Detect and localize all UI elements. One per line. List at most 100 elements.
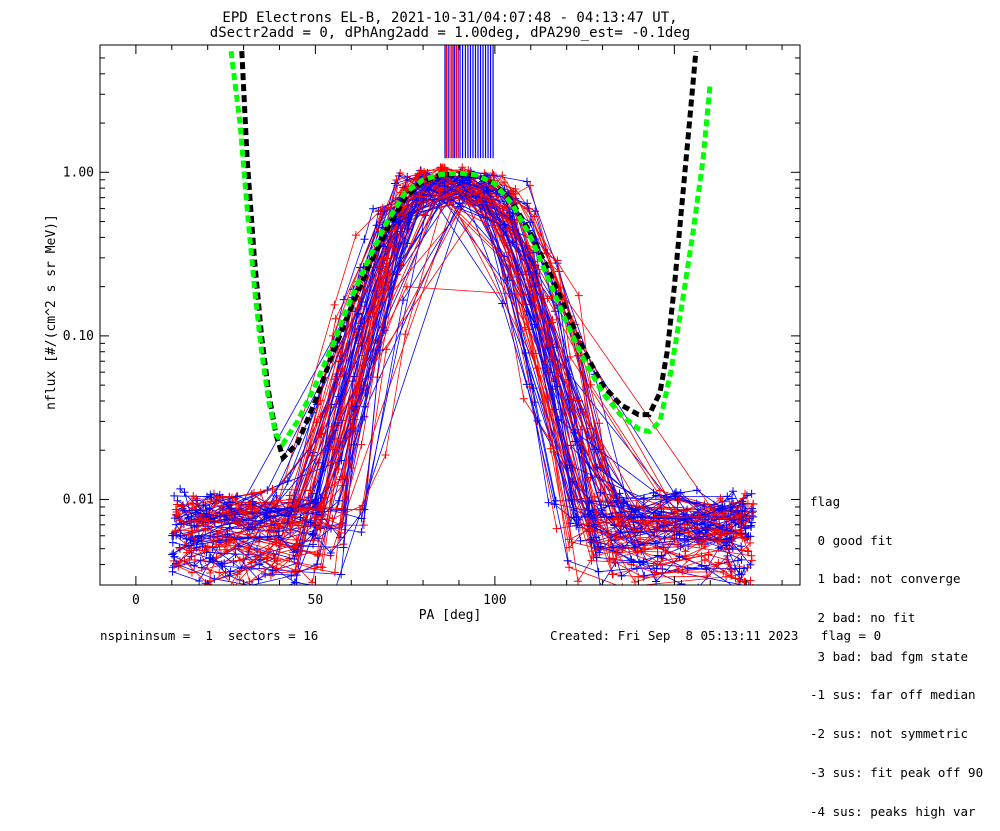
data-point: [180, 506, 189, 515]
data-point: [526, 249, 535, 258]
data-point: [632, 564, 641, 573]
data-point: [549, 447, 558, 456]
data-point: [262, 512, 271, 521]
data-point: [576, 536, 585, 545]
data-point: [331, 375, 340, 384]
data-point: [747, 556, 756, 565]
data-point: [286, 495, 295, 504]
data-point: [178, 502, 187, 511]
data-point: [519, 394, 528, 403]
data-point: [722, 555, 731, 564]
data-point: [617, 571, 626, 580]
data-point: [596, 488, 605, 497]
data-point: [271, 517, 280, 526]
data-point: [650, 512, 659, 521]
data-trace: [199, 180, 742, 527]
data-point: [316, 493, 325, 502]
x-axis-label: PA [deg]: [419, 608, 482, 623]
data-point: [176, 556, 185, 565]
data-point: [275, 527, 284, 536]
data-point: [717, 504, 726, 513]
data-point: [190, 522, 199, 531]
data-point: [330, 300, 339, 309]
data-point: [336, 349, 345, 358]
data-point: [657, 551, 666, 560]
data-point: [631, 505, 640, 514]
data-point: [290, 555, 299, 564]
data-point: [609, 570, 618, 579]
data-point: [256, 488, 265, 497]
data-point: [566, 519, 575, 528]
data-point: [235, 566, 244, 575]
data-point: [227, 534, 236, 543]
data-point: [171, 526, 180, 535]
data-point: [572, 521, 581, 530]
data-point: [566, 394, 575, 403]
data-point: [436, 163, 445, 172]
data-trace: [194, 180, 754, 534]
data-point: [253, 553, 262, 562]
data-point: [193, 496, 202, 505]
data-point: [595, 419, 604, 428]
data-point: [170, 561, 179, 570]
legend-item: 0 good fit: [810, 532, 893, 548]
data-point: [191, 508, 200, 517]
data-point: [326, 549, 335, 558]
data-point: [702, 572, 711, 581]
data-point: [415, 192, 424, 201]
data-point: [511, 184, 520, 193]
data-point: [273, 507, 282, 516]
fit-curves: [228, 50, 713, 463]
data-point: [313, 550, 322, 559]
y-tick-label: 0.01: [63, 492, 94, 507]
data-trace: [197, 176, 747, 542]
data-point: [739, 499, 748, 508]
data-point: [587, 506, 596, 515]
data-point: [552, 524, 561, 533]
data-point: [675, 529, 684, 538]
data-point: [201, 526, 210, 535]
data-point: [683, 564, 692, 573]
data-point: [740, 564, 749, 573]
data-point: [502, 203, 511, 212]
data-point: [476, 195, 485, 204]
data-point: [483, 186, 492, 195]
data-point: [586, 535, 595, 544]
data-point: [392, 175, 401, 184]
data-trace: [178, 181, 749, 583]
flag-legend: flag 0 good fit 1 bad: not converge 2 ba…: [810, 470, 983, 831]
data-point: [593, 515, 602, 524]
data-point: [369, 204, 378, 213]
legend-item: -2 sus: not symmetric: [810, 726, 969, 742]
data-point: [187, 552, 196, 561]
y-axis-label: nflux [#/(cm^2 s sr MeV)]: [44, 214, 59, 410]
data-point: [425, 186, 434, 195]
data-point: [189, 492, 198, 501]
data-point: [726, 503, 735, 512]
data-point: [746, 560, 755, 569]
data-point: [176, 516, 185, 525]
data-point: [746, 576, 755, 585]
data-point: [233, 492, 242, 501]
data-trace: [204, 172, 708, 544]
data-point: [273, 521, 282, 530]
data-point: [374, 207, 383, 216]
data-point: [168, 563, 177, 572]
data-point: [411, 174, 420, 183]
data-trace: [179, 167, 746, 564]
data-point: [524, 267, 533, 276]
data-trace: [213, 190, 744, 533]
data-point: [269, 586, 277, 594]
data-point: [733, 506, 742, 515]
data-point: [749, 507, 758, 516]
data-point: [316, 430, 325, 439]
data-point: [727, 494, 736, 503]
data-trace: [196, 174, 743, 529]
data-point: [349, 377, 358, 386]
data-point: [594, 567, 603, 576]
data-point: [235, 582, 237, 585]
data-point: [248, 581, 257, 585]
data-point: [655, 486, 664, 495]
x-tick-label: 50: [308, 593, 324, 608]
data-point: [200, 546, 209, 555]
